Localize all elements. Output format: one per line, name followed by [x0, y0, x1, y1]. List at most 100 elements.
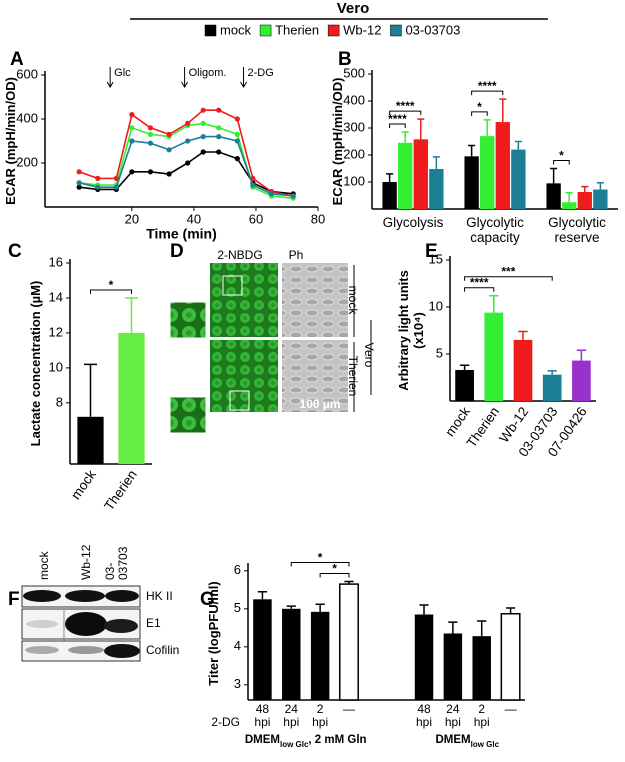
data-point: [268, 191, 275, 197]
data-point: [216, 134, 222, 140]
data-point: [234, 116, 240, 122]
error-bar: [459, 364, 470, 370]
bar: [484, 312, 504, 401]
bar: [282, 608, 301, 700]
bar: [593, 189, 608, 209]
chart: C 8 10 12 14 16 Lactate concentration (µM) mock…: [8, 241, 152, 513]
data-point: [95, 184, 101, 190]
error-bar: [489, 294, 499, 313]
bar: [480, 136, 495, 209]
bar: [382, 182, 397, 209]
row-label: Therien: [346, 356, 360, 397]
panel-letter: E: [425, 241, 438, 262]
x-tick-label: 24 hpi: [445, 702, 461, 729]
significance-bracket: [471, 90, 504, 96]
x-tick-label: 20: [125, 211, 139, 226]
data-point: [76, 180, 82, 186]
data-point: [76, 184, 82, 190]
x-tick-label: 40: [187, 211, 201, 226]
error-bar: [448, 621, 458, 634]
data-point: [200, 107, 206, 113]
significance-label: *: [332, 561, 337, 575]
bar: [443, 633, 463, 700]
bar: [577, 191, 592, 209]
data-point: [290, 193, 296, 199]
bar: [455, 369, 474, 401]
error-bar: [514, 140, 522, 150]
group-label-part: low Glc: [280, 740, 309, 749]
column-label: 2-NBDG: [217, 248, 262, 262]
significance-label: *: [559, 149, 564, 163]
y-tick-label: 5: [234, 600, 241, 615]
panel-f: F mock Wb-12 03-03703 HK II E1 Cofilin: [8, 544, 179, 662]
panel-letter: C: [8, 241, 22, 262]
bar: [511, 149, 526, 209]
legend-swatch: [259, 24, 272, 37]
bar: [542, 374, 562, 401]
bar: [464, 156, 479, 209]
data-point: [250, 182, 256, 188]
blot-band: [68, 646, 104, 654]
x-tick-label: Glycolytic capacity: [466, 215, 524, 245]
group-label-part: DMEM: [435, 734, 470, 746]
legend: mock Therien Wb-12 03-03703: [204, 22, 460, 37]
data-point: [113, 175, 119, 181]
error-bar: [419, 604, 429, 615]
y-tick-label: 400: [16, 110, 38, 125]
error-bar: [576, 349, 587, 361]
annotation: Oligom.: [189, 67, 227, 79]
panel-d: D 2-NBDG Ph 100 µm mock Therien Vero: [169, 241, 376, 434]
scale-bar-label: 100 µm: [300, 397, 341, 411]
bar: [118, 332, 145, 464]
data-point: [200, 134, 206, 140]
bar: [339, 583, 359, 701]
data-point: [234, 156, 240, 162]
significance-label: *: [109, 278, 114, 292]
group-label-part: low Glc: [471, 740, 500, 749]
error-bar: [432, 156, 440, 170]
group-label: DMEMlow Glc: [435, 734, 499, 749]
significance-bracket: [90, 289, 132, 294]
x-tick-label: —: [343, 702, 355, 716]
data-point: [200, 149, 206, 155]
significance-bracket: [389, 110, 422, 116]
error-bar: [581, 185, 589, 192]
significance-label: ****: [470, 276, 489, 290]
y-tick-label: 3: [234, 676, 241, 691]
data-point: [147, 169, 154, 175]
error-bar: [468, 144, 476, 157]
y-axis-label: ECAR (mpH/min/OD): [330, 78, 345, 206]
y-axis-label: Titer (logPFU/ml): [206, 581, 221, 685]
significance-bracket: [471, 111, 488, 116]
band-label: Cofilin: [146, 643, 179, 657]
data-point: [185, 138, 191, 144]
data-point: [129, 112, 135, 118]
legend-swatch: [204, 24, 217, 37]
group-label-part: , 2 mM Gln: [308, 734, 366, 746]
y-axis-label: ECAR (mpH/min/OD): [3, 77, 18, 205]
y-axis-label: Lactate concentration (µM): [28, 281, 43, 447]
inset-box: [229, 390, 250, 411]
data-point: [147, 131, 154, 137]
error-bar: [83, 363, 98, 417]
data-point: [185, 120, 191, 126]
bar: [398, 142, 413, 209]
legend-label: Wb-12: [343, 22, 381, 37]
y-axis-label: Arbitrary light units: [396, 270, 411, 391]
bar: [472, 636, 491, 700]
fluorescence-image: [210, 340, 278, 412]
significance-label: *: [477, 100, 482, 114]
y-tick-label: 500: [343, 65, 365, 80]
significance-label: ****: [396, 99, 415, 113]
y-tick-label: 300: [343, 119, 365, 134]
annotation-arrow: [106, 67, 114, 88]
figure-title: Vero: [337, 0, 370, 17]
data-point: [95, 175, 101, 181]
column-label: Ph: [289, 248, 304, 262]
band-label: HK II: [146, 589, 173, 603]
x-tick-label: Therien: [101, 467, 140, 513]
error-bar: [257, 590, 268, 600]
bar: [500, 612, 521, 701]
y-tick-label: 200: [16, 154, 38, 169]
